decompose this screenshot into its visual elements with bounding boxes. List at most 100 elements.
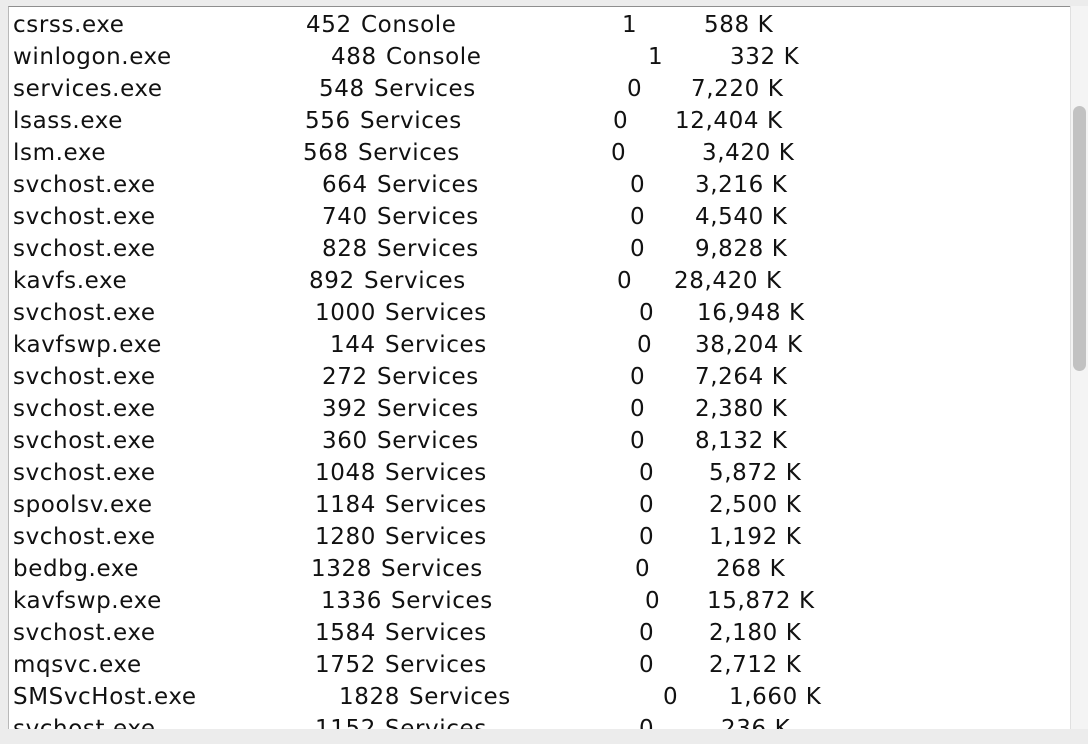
process-row: svchost.exe 1584 Services 0 2,180 K [9, 617, 1070, 649]
process-mem-usage: 2,380 K [695, 396, 788, 422]
process-session-name: Services [385, 492, 487, 518]
process-pid: 828 [322, 236, 368, 262]
process-image-name: lsm.exe [13, 140, 107, 166]
process-pid: 392 [322, 396, 368, 422]
process-mem-usage: 5,872 K [709, 460, 802, 486]
process-pid: 1000 [315, 300, 376, 326]
process-row: svchost.exe 392 Services 0 2,380 K [9, 393, 1070, 425]
process-session-name: Services [377, 204, 479, 230]
process-session-name: Services [374, 76, 476, 102]
process-pid: 272 [322, 364, 368, 390]
process-image-name: kavfswp.exe [13, 588, 162, 614]
process-row: svchost.exe 1280 Services 0 1,192 K [9, 521, 1070, 553]
process-session-name: Services [377, 236, 479, 262]
process-row: winlogon.exe 488 Console 1 332 K [9, 41, 1070, 73]
process-image-name: svchost.exe [13, 300, 156, 326]
process-image-name: svchost.exe [13, 428, 156, 454]
process-image-name: svchost.exe [13, 236, 156, 262]
process-pid: 1328 [311, 556, 372, 582]
process-session-name: Console [361, 12, 457, 38]
process-row: lsm.exe 568 Services 0 3,420 K [9, 137, 1070, 169]
process-pid: 488 [331, 44, 377, 70]
process-mem-usage: 4,540 K [695, 204, 788, 230]
process-pid: 1584 [315, 620, 376, 646]
process-row: lsass.exe 556 Services 0 12,404 K [9, 105, 1070, 137]
process-session-name: Services [377, 364, 479, 390]
process-mem-usage: 9,828 K [695, 236, 788, 262]
process-session-number: 0 [630, 236, 646, 262]
process-image-name: svchost.exe [13, 716, 156, 730]
process-mem-usage: 15,872 K [707, 588, 815, 614]
process-pid: 452 [306, 12, 352, 38]
process-row: svchost.exe 828 Services 0 9,828 K [9, 233, 1070, 265]
process-image-name: svchost.exe [13, 172, 156, 198]
process-row: svchost.exe 360 Services 0 8,132 K [9, 425, 1070, 457]
process-mem-usage: 12,404 K [675, 108, 783, 134]
process-session-number: 0 [627, 76, 643, 102]
process-session-number: 0 [630, 172, 646, 198]
process-pid: 1336 [321, 588, 382, 614]
process-row: svchost.exe 1000 Services 0 16,948 K [9, 297, 1070, 329]
process-row: svchost.exe 740 Services 0 4,540 K [9, 201, 1070, 233]
process-row: mqsvc.exe 1752 Services 0 2,712 K [9, 649, 1070, 681]
process-pid: 144 [330, 332, 376, 358]
process-pid: 360 [322, 428, 368, 454]
process-image-name: bedbg.exe [13, 556, 140, 582]
process-session-name: Services [385, 300, 487, 326]
process-session-name: Services [385, 652, 487, 678]
process-image-name: csrss.exe [13, 12, 125, 38]
process-row: svchost.exe 1048 Services 0 5,872 K [9, 457, 1070, 489]
process-session-number: 0 [639, 492, 655, 518]
process-image-name: lsass.exe [13, 108, 123, 134]
process-session-name: Services [377, 396, 479, 422]
process-row: kavfswp.exe 144 Services 0 38,204 K [9, 329, 1070, 361]
process-pid: 892 [309, 268, 355, 294]
process-image-name: svchost.exe [13, 364, 156, 390]
process-pid: 568 [303, 140, 349, 166]
process-session-name: Services [360, 108, 462, 134]
process-session-name: Console [386, 44, 482, 70]
process-row: SMSvcHost.exe 1828 Services 0 1,660 K [9, 681, 1070, 713]
process-row: csrss.exe 452 Console 1 588 K [9, 9, 1070, 41]
process-session-name: Services [358, 140, 460, 166]
process-session-name: Services [364, 268, 466, 294]
process-image-name: svchost.exe [13, 460, 156, 486]
process-mem-usage: 588 K [704, 12, 774, 38]
process-mem-usage: 16,948 K [697, 300, 805, 326]
process-session-name: Services [409, 684, 511, 710]
process-mem-usage: 28,420 K [674, 268, 782, 294]
process-image-name: mqsvc.exe [13, 652, 142, 678]
process-session-name: Services [385, 524, 487, 550]
process-mem-usage: 38,204 K [695, 332, 803, 358]
process-mem-usage: 2,500 K [709, 492, 802, 518]
process-session-name: Services [385, 460, 487, 486]
process-mem-usage: 3,420 K [702, 140, 795, 166]
process-pid: 1048 [315, 460, 376, 486]
process-mem-usage: 7,220 K [691, 76, 784, 102]
process-mem-usage: 2,180 K [709, 620, 802, 646]
process-pid: 1184 [315, 492, 376, 518]
vertical-scrollbar-thumb[interactable] [1073, 106, 1086, 371]
process-session-number: 0 [630, 364, 646, 390]
process-mem-usage: 332 K [730, 44, 800, 70]
process-mem-usage: 1,192 K [709, 524, 802, 550]
process-session-name: Services [377, 172, 479, 198]
process-session-number: 0 [637, 332, 653, 358]
process-row: kavfswp.exe 1336 Services 0 15,872 K [9, 585, 1070, 617]
process-row: svchost.exe 272 Services 0 7,264 K [9, 361, 1070, 393]
process-image-name: SMSvcHost.exe [13, 684, 197, 710]
process-output-text-area[interactable]: csrss.exe 452 Console 1 588 K winlogon.exe 488… [8, 6, 1070, 730]
process-image-name: winlogon.exe [13, 44, 172, 70]
process-session-name: Services [385, 620, 487, 646]
process-session-number: 0 [630, 428, 646, 454]
process-pid: 664 [322, 172, 368, 198]
process-session-number: 1 [622, 12, 638, 38]
process-pid: 740 [322, 204, 368, 230]
process-session-number: 0 [663, 684, 679, 710]
process-mem-usage: 2,712 K [709, 652, 802, 678]
process-session-name: Services [385, 332, 487, 358]
process-session-number: 0 [611, 140, 627, 166]
process-image-name: svchost.exe [13, 524, 156, 550]
process-image-name: spoolsv.exe [13, 492, 153, 518]
